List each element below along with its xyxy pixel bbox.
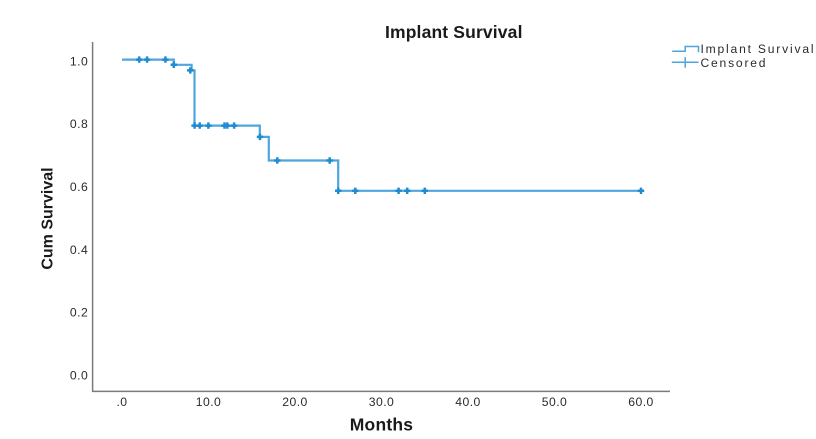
svg-text:1.0: 1.0 xyxy=(70,54,88,68)
svg-text:Censored: Censored xyxy=(701,56,768,70)
svg-text:Implant Survival: Implant Survival xyxy=(385,22,523,42)
svg-text:50.0: 50.0 xyxy=(542,395,568,409)
svg-text:10.0: 10.0 xyxy=(196,395,222,409)
svg-text:60.0: 60.0 xyxy=(628,395,654,409)
svg-text:0.2: 0.2 xyxy=(70,306,88,320)
svg-text:0.6: 0.6 xyxy=(70,180,88,194)
svg-text:40.0: 40.0 xyxy=(455,395,481,409)
svg-text:0.8: 0.8 xyxy=(70,117,88,131)
svg-text:20.0: 20.0 xyxy=(282,395,308,409)
svg-text:0.0: 0.0 xyxy=(70,369,88,383)
svg-text:.0: .0 xyxy=(116,395,127,409)
svg-text:Implant Survival: Implant Survival xyxy=(701,42,816,56)
svg-text:Cum Survival: Cum Survival xyxy=(40,167,57,269)
svg-text:Months: Months xyxy=(350,415,413,435)
svg-text:30.0: 30.0 xyxy=(369,395,395,409)
svg-text:0.4: 0.4 xyxy=(70,243,88,257)
